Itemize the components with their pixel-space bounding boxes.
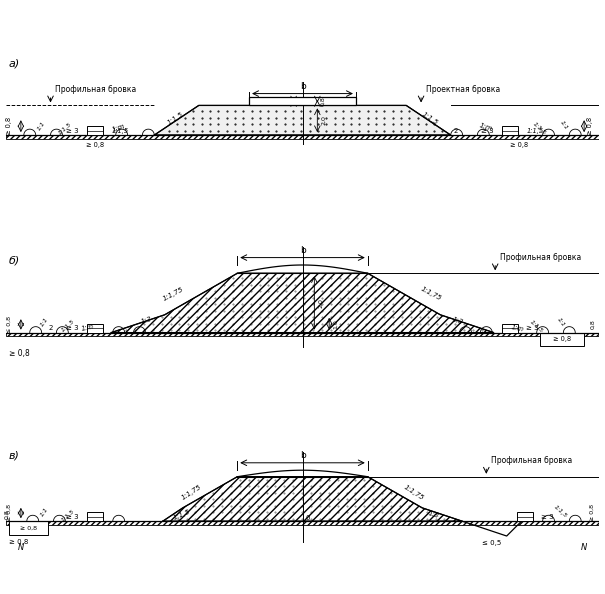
- Polygon shape: [6, 333, 599, 336]
- Text: 0,8: 0,8: [590, 320, 595, 329]
- Polygon shape: [6, 135, 599, 138]
- Text: ≥ 3: ≥ 3: [526, 325, 539, 331]
- Bar: [87, 324, 103, 333]
- Text: ≤ 0,8: ≤ 0,8: [7, 316, 12, 333]
- Text: ≥ 0,8: ≥ 0,8: [9, 539, 28, 545]
- Text: 1:1,5: 1:1,5: [421, 111, 439, 127]
- Bar: [502, 324, 518, 333]
- Text: 1:1,5: 1:1,5: [553, 504, 568, 519]
- Text: 1:1,75: 1:1,75: [420, 286, 443, 302]
- Text: 2: 2: [454, 128, 458, 134]
- Text: ≥ 3: ≥ 3: [481, 128, 494, 134]
- Text: 1:1,5: 1:1,5: [526, 128, 543, 134]
- Text: 1:3: 1:3: [452, 316, 465, 326]
- Text: 1:1,5: 1:1,5: [60, 319, 76, 333]
- Text: 1:m: 1:m: [111, 123, 126, 132]
- Text: 2,0: 2,0: [321, 115, 326, 125]
- Text: 1:1,5: 1:1,5: [111, 128, 128, 134]
- Text: ≥ 0,8: ≥ 0,8: [6, 117, 12, 135]
- Text: ≥ 3: ≥ 3: [66, 325, 79, 331]
- Text: 0,8: 0,8: [321, 96, 326, 106]
- Bar: [502, 126, 518, 135]
- Text: Профильная бровка: Профильная бровка: [500, 253, 581, 262]
- Text: b: b: [299, 451, 306, 460]
- Text: 1:1: 1:1: [555, 317, 565, 328]
- Text: б): б): [9, 255, 20, 266]
- Text: 1:m: 1:m: [80, 324, 94, 333]
- Text: 1:1,5: 1:1,5: [532, 121, 548, 136]
- Text: ≥ 0,8: ≥ 0,8: [86, 143, 104, 148]
- Text: 1:1,5: 1:1,5: [529, 319, 544, 333]
- Text: 1:3: 1:3: [140, 316, 153, 326]
- Text: b: b: [299, 82, 306, 91]
- Text: ≥ 0,8: ≥ 0,8: [20, 526, 37, 531]
- Text: Проектная бровка: Проектная бровка: [425, 85, 500, 94]
- Text: 1:1,5: 1:1,5: [57, 121, 73, 136]
- Text: ≥ 0,8: ≥ 0,8: [7, 504, 12, 522]
- Text: ≥ 0,8: ≥ 0,8: [553, 336, 571, 342]
- Text: ≥ 3: ≥ 3: [66, 128, 79, 134]
- Text: ≥ 0,8: ≥ 0,8: [510, 143, 528, 148]
- Bar: [9, 521, 48, 535]
- Text: h: h: [283, 97, 288, 106]
- Text: 1:1,5: 1:1,5: [172, 508, 191, 521]
- Text: 1:1: 1:1: [40, 317, 50, 328]
- Polygon shape: [111, 273, 494, 333]
- Text: 0: 0: [306, 514, 310, 520]
- Text: 1:1: 1:1: [37, 120, 47, 131]
- Text: Профильная бровка: Профильная бровка: [55, 85, 136, 94]
- Text: ≥ 3: ≥ 3: [541, 514, 554, 520]
- Text: ≥ 0,8: ≥ 0,8: [590, 504, 595, 522]
- Text: в): в): [9, 450, 20, 460]
- Text: 1:1,5: 1:1,5: [60, 508, 76, 523]
- Bar: [517, 512, 533, 521]
- Text: а): а): [9, 58, 20, 68]
- Text: 2: 2: [48, 325, 53, 331]
- Text: 2,0: 2,0: [318, 298, 323, 308]
- Text: ≥ 0,8: ≥ 0,8: [587, 117, 593, 135]
- Bar: [540, 333, 584, 346]
- Text: ≤ 0,5: ≤ 0,5: [482, 539, 502, 545]
- Bar: [87, 126, 103, 135]
- Text: 1:m: 1:m: [479, 123, 494, 132]
- Polygon shape: [154, 106, 451, 135]
- Text: 1:1,75: 1:1,75: [162, 286, 185, 302]
- Text: 1:1: 1:1: [40, 506, 50, 517]
- Text: 1:m: 1:m: [511, 324, 525, 333]
- Text: ≥ 3: ≥ 3: [66, 514, 79, 520]
- Text: 1:3: 1:3: [427, 510, 440, 519]
- Text: ≥ 0,8: ≥ 0,8: [9, 349, 30, 358]
- Text: 1:1,5: 1:1,5: [166, 111, 184, 127]
- Text: 1:1: 1:1: [558, 120, 568, 131]
- Bar: [249, 97, 356, 106]
- Polygon shape: [6, 521, 599, 525]
- Text: 1:1,75: 1:1,75: [402, 484, 425, 501]
- Text: 1,0: 1,0: [333, 319, 338, 328]
- Polygon shape: [163, 477, 462, 521]
- Text: b: b: [299, 247, 306, 255]
- Text: N: N: [18, 544, 24, 552]
- Text: 0,8: 0,8: [4, 509, 9, 519]
- Bar: [87, 512, 103, 521]
- Text: Профильная бровка: Профильная бровка: [491, 456, 572, 466]
- Text: 1:1,75: 1:1,75: [180, 484, 203, 501]
- Text: N: N: [581, 544, 587, 552]
